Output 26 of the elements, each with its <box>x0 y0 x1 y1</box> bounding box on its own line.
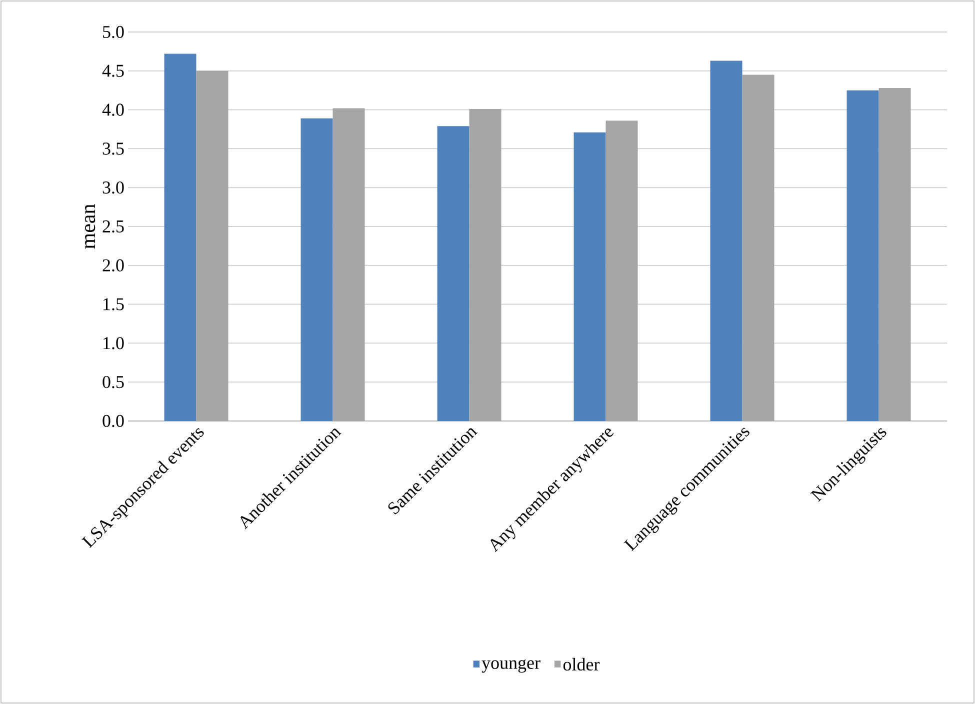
bar <box>710 60 742 421</box>
y-tick-label: 1.0 <box>104 337 124 350</box>
y-tick-label: 0.5 <box>102 376 124 388</box>
bar <box>300 118 333 421</box>
y-axis-title: mean <box>85 204 96 249</box>
bar <box>742 74 774 421</box>
y-tick-label: 2.5 <box>102 220 124 233</box>
bar <box>437 126 470 421</box>
y-tick-label: 0.0 <box>102 414 124 428</box>
y-tick-label: 4.5 <box>102 64 124 77</box>
y-tick-label: 4.0 <box>102 104 124 116</box>
bar <box>574 132 606 421</box>
bar <box>164 54 196 421</box>
y-tick-label: 1.5 <box>104 298 124 310</box>
y-tick-label: 3.0 <box>102 181 124 194</box>
y-tick-label: 5.0 <box>103 26 124 38</box>
bar <box>469 109 502 421</box>
bar <box>606 120 638 421</box>
bar <box>878 88 911 421</box>
bar <box>196 70 228 421</box>
bar <box>846 90 879 421</box>
legend-label: older <box>563 658 600 671</box>
y-tick-label: 3.5 <box>102 142 124 155</box>
y-tick-label: 2.0 <box>102 259 124 272</box>
legend-label: younger <box>482 660 540 673</box>
bar <box>332 108 365 421</box>
